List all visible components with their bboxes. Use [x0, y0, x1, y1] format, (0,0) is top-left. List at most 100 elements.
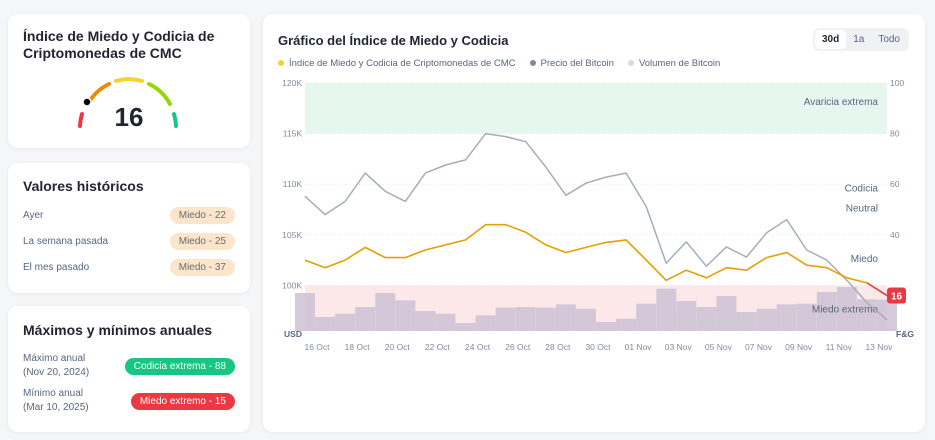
x-axis-tick: 30 Oct — [585, 342, 611, 352]
row-label: La semana pasada — [23, 236, 109, 247]
fear-badge: Miedo - 37 — [169, 259, 235, 276]
annual-title: Máximos y mínimos anuales — [23, 322, 213, 338]
zone-label: Codicia — [845, 183, 879, 194]
volume-bar — [816, 292, 837, 331]
chart-title: Gráfico del Índice de Miedo y Codicia — [278, 33, 509, 48]
zone-label: Miedo extremo — [812, 305, 879, 316]
annual-min-row: Mínimo anual (Mar 10, 2025) Miedo extremo … — [23, 387, 235, 415]
x-axis-tick: 18 Oct — [345, 342, 371, 352]
volume-bar — [395, 300, 416, 331]
historical-row: El mes pasado Miedo - 37 — [23, 259, 235, 276]
annual-max-row: Máximo anual (Nov 20, 2024) Codicia extrem… — [23, 352, 235, 380]
watermark: CoinMarketCap — [673, 316, 757, 330]
current-value-label: 16 — [891, 292, 903, 303]
current-value-badge — [887, 287, 906, 304]
zone-label: Avaricia extrema — [804, 97, 879, 108]
right-axis-tick: 80 — [890, 129, 900, 139]
tab-todo[interactable]: Todo — [878, 34, 900, 45]
x-axis-tick: 26 Oct — [505, 342, 531, 352]
volume-bar — [796, 303, 817, 331]
volume-bar — [355, 307, 376, 331]
fear-badge: Miedo - 25 — [169, 233, 235, 250]
zone-label: Neutral — [846, 204, 878, 215]
x-axis-tick: 13 Nov — [865, 342, 893, 352]
historical-title: Valores históricos — [23, 178, 144, 194]
volume-bar — [736, 312, 757, 331]
volume-bar — [756, 308, 777, 331]
gauge-needle-dot — [82, 97, 92, 107]
tab-30d[interactable]: 30d — [814, 30, 847, 49]
historical-card: Valores históricos Ayer Miedo - 22 La sem… — [8, 163, 250, 293]
volume-bar — [877, 299, 897, 331]
gauge-value: 16 — [114, 102, 144, 132]
x-axis-tick: 03 Nov — [665, 342, 693, 352]
volume-bar — [716, 296, 737, 331]
volume-bar — [656, 288, 677, 331]
left-axis-tick: 105K — [282, 230, 302, 240]
fear-greed-line — [304, 223, 868, 284]
volume-bar — [415, 311, 436, 331]
volume-bar — [295, 293, 315, 331]
volume-bar — [335, 313, 356, 331]
historical-row: La semana pasada Miedo - 25 — [23, 233, 235, 250]
x-axis-tick: 05 Nov — [705, 342, 733, 352]
row-label: Máximo anual (Nov 20, 2024) — [23, 353, 90, 378]
volume-bar — [375, 293, 396, 331]
x-axis-tick: 11 Nov — [826, 342, 853, 352]
x-axis-tick: 01 Nov — [625, 342, 653, 352]
volume-bar — [636, 303, 657, 331]
left-axis-tick: 115K — [283, 129, 303, 139]
right-axis-tick: 40 — [890, 230, 900, 240]
volume-bar — [475, 315, 496, 331]
volume-bar — [676, 301, 697, 331]
left-axis-tick: 120K — [282, 78, 302, 88]
volume-bar — [616, 318, 637, 331]
legend-price[interactable]: Precio del Bitcoin — [529, 58, 614, 69]
historical-row: Ayer Miedo - 22 — [23, 207, 235, 224]
right-axis-label: F&G — [896, 329, 914, 339]
x-axis-tick: 16 Oct — [304, 342, 330, 352]
legend-volume[interactable]: Volumen de Bitcoin — [627, 58, 720, 69]
annual-card: Máximos y mínimos anuales Máximo anual (N… — [8, 306, 250, 432]
volume-bar — [596, 322, 617, 331]
fear-badge: Miedo - 22 — [169, 207, 235, 224]
volume-bar — [535, 307, 556, 331]
row-label: Mínimo anual (Mar 10, 2025) — [23, 388, 89, 413]
extreme-greed-zone — [305, 83, 887, 134]
left-axis-label: USD — [284, 329, 302, 339]
volume-bar — [495, 307, 516, 331]
volume-bar — [575, 308, 596, 331]
gauge-title: Índice de Miedo y Codicia de Criptomoneda… — [23, 28, 215, 61]
volume-bar — [696, 307, 717, 331]
gauge-card: Índice de Miedo y Codicia de Criptomoneda… — [8, 14, 250, 148]
row-label: Ayer — [23, 210, 44, 221]
right-axis-tick: 60 — [890, 179, 900, 189]
chart-legend: Índice de Miedo y Codicia de Criptomoned… — [278, 58, 720, 69]
x-axis-tick: 24 Oct — [465, 342, 491, 352]
x-axis-tick: 09 Nov — [785, 342, 813, 352]
volume-bar — [435, 313, 456, 331]
legend-fg[interactable]: Índice de Miedo y Codicia de Criptomoned… — [278, 58, 516, 69]
volume-bar — [776, 304, 797, 331]
extreme-greed-badge: Codicia extrema - 88 — [124, 357, 235, 375]
x-axis-tick: 07 Nov — [745, 342, 773, 352]
volume-bar — [836, 287, 857, 331]
zone-label: Miedo — [851, 254, 879, 265]
volume-bar — [555, 304, 576, 331]
price-line — [304, 132, 888, 321]
right-axis-tick: 100 — [890, 78, 904, 88]
row-label: El mes pasado — [23, 262, 90, 273]
range-tabs: 30d 1a Todo — [812, 28, 909, 51]
x-axis-tick: 28 Oct — [545, 342, 571, 352]
extreme-fear-badge: Miedo extremo - 15 — [130, 392, 235, 410]
fear-greed-line-latest — [866, 282, 888, 297]
left-axis-tick: 100K — [282, 280, 302, 290]
left-axis-tick: 110K — [283, 179, 303, 189]
x-axis-tick: 22 Oct — [425, 342, 451, 352]
volume-bar — [515, 307, 536, 331]
volume-bar — [315, 317, 336, 331]
tab-1a[interactable]: 1a — [853, 34, 865, 45]
x-axis-tick: 20 Oct — [385, 342, 411, 352]
volume-bar — [455, 323, 476, 331]
